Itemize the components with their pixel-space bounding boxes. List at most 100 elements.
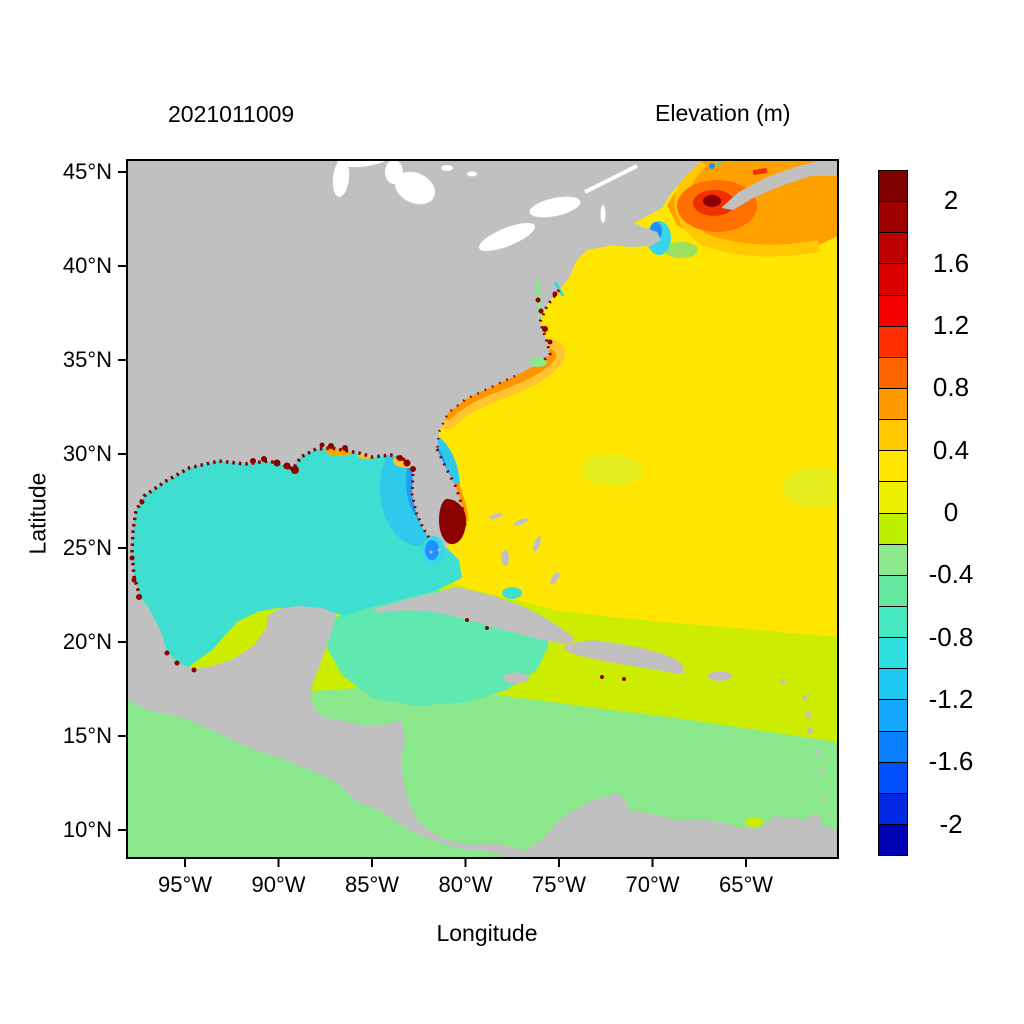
colorbar-tick-label: 1.6 — [932, 247, 970, 278]
lake-superior — [337, 160, 397, 168]
colorbar-segment-21 — [879, 824, 907, 856]
pamlico-sound-patch — [529, 357, 547, 367]
x-tick-label: 80°W — [438, 872, 493, 897]
florida-keys-3 — [429, 550, 433, 554]
colorbar-segment-2 — [879, 233, 907, 265]
delaware-bay-streak — [553, 281, 565, 297]
colorbar-segment-13 — [879, 575, 907, 607]
lake-michigan — [332, 160, 350, 197]
georgian-bay — [385, 160, 403, 184]
island-antilles-6 — [818, 768, 824, 774]
colorbar-tick-label: -2 — [939, 808, 963, 839]
island-puerto-rico — [708, 671, 732, 681]
colorbar-tick-label: -1.2 — [928, 684, 974, 715]
bahama-bank-yellow-spot — [516, 573, 536, 585]
island-antilles-1 — [780, 679, 786, 685]
atlantic-green-anomaly-1 — [582, 454, 642, 486]
colorbar-segment-5 — [879, 326, 907, 358]
y-tick-label: 30°N — [62, 441, 112, 466]
colorbar-segment-19 — [879, 762, 907, 794]
island-grand-bahama — [489, 512, 503, 520]
wet-dry-flood-cells — [129, 289, 626, 681]
x-tick-label: 75°W — [531, 872, 587, 897]
y-tick-label: 45°N — [62, 159, 112, 184]
island-hispaniola — [564, 640, 684, 674]
island-antilles-7 — [821, 797, 825, 801]
y-tick-label: 25°N — [62, 535, 112, 560]
colorbar-segment-14 — [879, 606, 907, 639]
colorbar-tick-label: -0.8 — [928, 621, 974, 652]
y-tick-label: 10°N — [62, 817, 112, 842]
colorbar-segment-4 — [879, 295, 907, 327]
fundy-red-core — [703, 195, 721, 207]
great-lakes — [332, 160, 638, 251]
island-long-island-bahamas — [550, 572, 560, 584]
y-tick-label: 35°N — [62, 347, 112, 372]
georges-bank-green-patch — [664, 242, 698, 258]
st-lawrence-river — [584, 164, 638, 194]
colorbar-segment-18 — [879, 731, 907, 763]
plot-timestamp: 2021011009 — [168, 101, 295, 127]
lake-ontario — [529, 196, 581, 218]
florida-west-specks — [410, 473, 433, 542]
x-tick-label: 95°W — [157, 872, 213, 897]
gulf-of-maine-amber-fringe — [674, 160, 821, 257]
colorbar-title: Elevation (m) — [655, 100, 791, 126]
florida-keys-1 — [445, 546, 449, 550]
island-antilles-3 — [805, 712, 811, 718]
x-axis-title: Longitude — [436, 920, 538, 946]
colorbar-segment-9 — [879, 451, 907, 483]
inland-lake-speck-1 — [441, 165, 453, 171]
lake-champlain — [600, 205, 606, 223]
x-tick-label: 65°W — [718, 872, 774, 897]
minas-basin-red-dash — [752, 167, 768, 176]
colorbar-tick-label: -1.6 — [928, 746, 974, 777]
land-nova-scotia — [721, 160, 838, 210]
colorbar-segment-17 — [879, 700, 907, 732]
colorbar-segment-20 — [879, 793, 907, 825]
colorbar-segment-12 — [879, 544, 907, 576]
island-andros — [501, 550, 509, 566]
colorbar-segment-15 — [879, 638, 907, 670]
colorbar-segment-7 — [879, 388, 907, 421]
x-tick-label: 70°W — [625, 872, 680, 897]
island-eleuthera — [533, 536, 541, 552]
y-tick-label: 40°N — [62, 253, 112, 278]
land-north-america — [127, 160, 838, 858]
colorbar-segment-0 — [879, 171, 907, 203]
colorbar-segment-11 — [879, 513, 907, 545]
x-tick-label: 90°W — [251, 872, 306, 897]
paria-yellow-spot — [745, 817, 763, 827]
colorbar-segment-16 — [879, 669, 907, 701]
island-abaco — [513, 518, 529, 526]
axis-ticks — [118, 171, 747, 867]
y-tick-label: 20°N — [62, 629, 112, 654]
y-tick-label: 15°N — [62, 723, 112, 748]
top-edge-cyan-dot — [717, 162, 721, 166]
colorbar-segment-1 — [879, 202, 907, 234]
map-content — [127, 160, 838, 858]
ocean-gulf-of-mexico — [127, 435, 462, 668]
island-antilles-2 — [802, 695, 808, 701]
x-tick-label: 85°W — [344, 872, 400, 897]
se-florida-flood-blob — [439, 498, 467, 545]
colorbar-segment-10 — [879, 482, 907, 514]
inland-lake-speck-2 — [467, 171, 477, 177]
colorbar-tick-label: 0.4 — [932, 434, 970, 465]
colorbar-tick-label: -0.4 — [928, 559, 974, 590]
colorbar-tick-label: 2 — [943, 185, 959, 216]
lake-huron — [394, 171, 436, 205]
gulf-coast-specks — [130, 446, 409, 598]
top-edge-blue-dot — [709, 163, 715, 169]
plot-border — [126, 159, 839, 859]
florida-keys-2 — [437, 548, 441, 552]
bahama-bank-cyan-spot — [502, 587, 522, 599]
island-jamaica — [503, 672, 529, 684]
atlantic-green-anomaly-2 — [783, 468, 838, 508]
islands — [372, 512, 825, 826]
island-antilles-4 — [807, 728, 813, 734]
colorbar-tick-label: 0 — [943, 497, 959, 527]
colorbar-segment-3 — [879, 264, 907, 296]
colorbar-segment-8 — [879, 420, 907, 452]
elevation-map — [118, 159, 839, 867]
